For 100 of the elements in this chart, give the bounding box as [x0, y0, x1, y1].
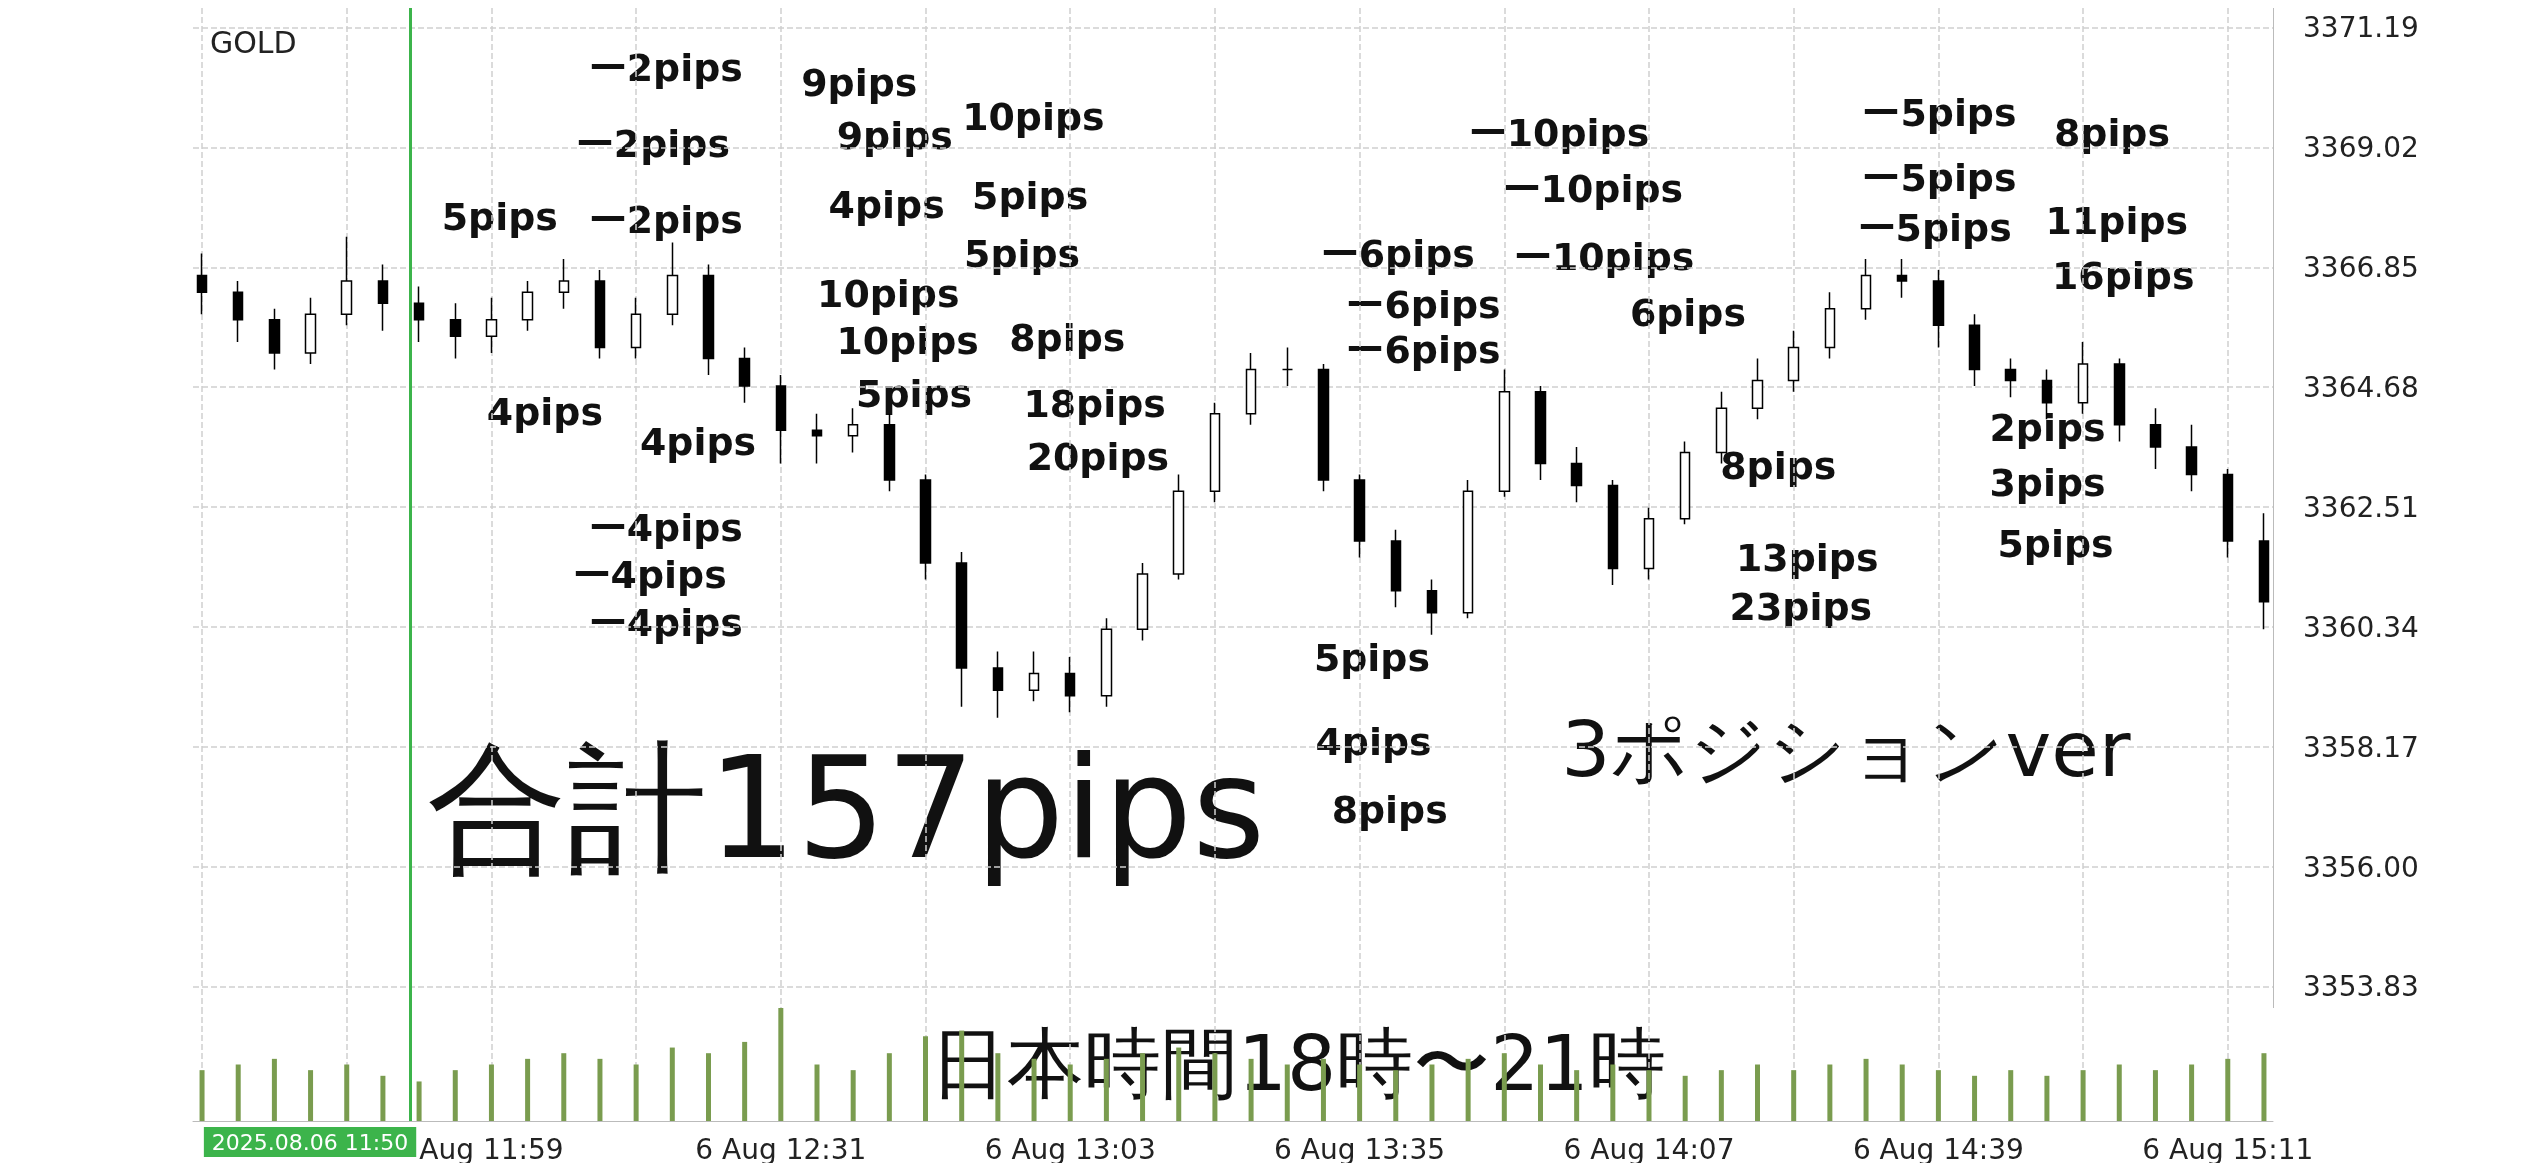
candlestick — [1390, 529, 1402, 608]
annotation: ー4pips — [572, 552, 727, 597]
bar — [1972, 1075, 1978, 1121]
candlestick — [1607, 479, 1619, 586]
annotation: ー10pips — [1468, 110, 1650, 155]
annotation: ー6pips — [1346, 283, 1501, 328]
annotation: 9pips — [836, 114, 953, 159]
annotation: ー5pips — [1862, 155, 2017, 200]
candlestick — [2185, 424, 2198, 492]
candlestick — [304, 296, 317, 365]
bar — [1791, 1070, 1797, 1121]
candlestick — [883, 413, 896, 492]
annotation: 合計157pips — [427, 727, 1266, 891]
candlestick — [1679, 440, 1691, 526]
bar — [2152, 1070, 2158, 1121]
annotation: ー10pips — [1513, 234, 1695, 279]
bar — [1899, 1064, 1905, 1121]
y-tick-label: 3362.51 — [2303, 490, 2419, 524]
bar — [2008, 1070, 2014, 1121]
bar — [271, 1058, 277, 1121]
candlestick — [2077, 341, 2089, 415]
candlestick — [1824, 291, 1836, 360]
annotation: ー6pips — [1346, 328, 1501, 373]
annotation: 4pips — [486, 389, 603, 434]
annotation: 6pips — [1629, 291, 1747, 336]
candlestick — [2113, 357, 2126, 443]
y-tick-label: 3366.85 — [2303, 250, 2419, 284]
bar — [416, 1081, 422, 1121]
annotation: 5pips — [856, 371, 973, 416]
annotation: ー6pips — [1320, 231, 1475, 276]
annotation: ー5pips — [1857, 205, 2012, 250]
candlestick — [485, 296, 498, 354]
candlestick — [992, 650, 1004, 719]
annotation: 10pips — [817, 272, 960, 317]
bar — [850, 1070, 856, 1121]
annotation: 3pips — [1989, 460, 2106, 505]
ref-line-label: 2025.08.06 11:50 — [211, 1129, 409, 1155]
candlestick — [1787, 330, 1800, 393]
annotation: 23pips — [1729, 584, 1873, 629]
candlestick — [521, 280, 534, 332]
bar — [488, 1064, 494, 1121]
bar — [814, 1064, 820, 1121]
annotation: 8pips — [2053, 110, 2171, 155]
annotation: 10pips — [962, 94, 1105, 139]
annotation: ー2pips — [575, 122, 730, 167]
annotation: 4pips — [639, 420, 757, 465]
bar — [1718, 1070, 1724, 1121]
y-tick-label: 3360.34 — [2303, 610, 2419, 644]
bar — [344, 1064, 350, 1121]
candlestick — [1209, 401, 1221, 503]
annotation: 10pips — [836, 318, 979, 363]
candlestick — [1172, 473, 1185, 581]
bar — [669, 1047, 675, 1121]
candlestick — [666, 241, 679, 327]
candlestick — [2004, 357, 2017, 398]
candlestick — [1317, 363, 1330, 492]
annotation: 5pips — [1313, 636, 1431, 681]
bar — [742, 1041, 748, 1121]
candlestick — [1968, 313, 1981, 387]
candlestick — [377, 263, 389, 332]
annotation: 8pips — [1009, 315, 1126, 360]
annotation: 20pips — [1026, 434, 1170, 479]
candlestick — [738, 346, 751, 404]
candlestick — [847, 407, 859, 454]
candlestick — [1426, 578, 1438, 636]
annotation: ー2pips — [588, 197, 743, 242]
candlestick — [1751, 357, 1764, 421]
candlestick — [2222, 468, 2234, 559]
candlestick — [2258, 512, 2270, 631]
annotation: ー10pips — [1502, 167, 1684, 212]
annotation: 5pips — [972, 173, 1089, 218]
bar — [1682, 1075, 1688, 1121]
annotation: 8pips — [1331, 787, 1448, 832]
candlestick — [1353, 473, 1366, 559]
annotation: 4pips — [828, 183, 945, 228]
y-tick-label: 3369.02 — [2303, 130, 2419, 164]
bar — [199, 1070, 205, 1121]
candlestick — [1534, 385, 1547, 481]
text: GOLD — [210, 24, 297, 60]
candlestick — [702, 263, 715, 376]
y-tick-label: 3358.17 — [2303, 730, 2419, 764]
y-tick-label: 3356.00 — [2303, 850, 2419, 884]
bar — [2225, 1058, 2231, 1121]
y-tick-label: 3371.19 — [2303, 10, 2419, 44]
annotation: 5pips — [1997, 521, 2114, 566]
candlestick — [232, 280, 244, 343]
annotation: 9pips — [801, 60, 918, 105]
candlestick — [1281, 346, 1294, 387]
candlestick — [558, 258, 570, 310]
bar — [452, 1070, 458, 1121]
annotation: 18pips — [1023, 381, 1166, 426]
y-tick-label: 3353.83 — [2303, 970, 2419, 1004]
candlestick — [1100, 617, 1113, 708]
bar — [1935, 1070, 1941, 1121]
candlestick — [1643, 506, 1655, 581]
bar — [1755, 1064, 1761, 1121]
bar — [561, 1053, 567, 1121]
annotation: 16pips — [2052, 254, 2195, 299]
bar — [2189, 1064, 2195, 1121]
candlestick — [955, 551, 968, 708]
